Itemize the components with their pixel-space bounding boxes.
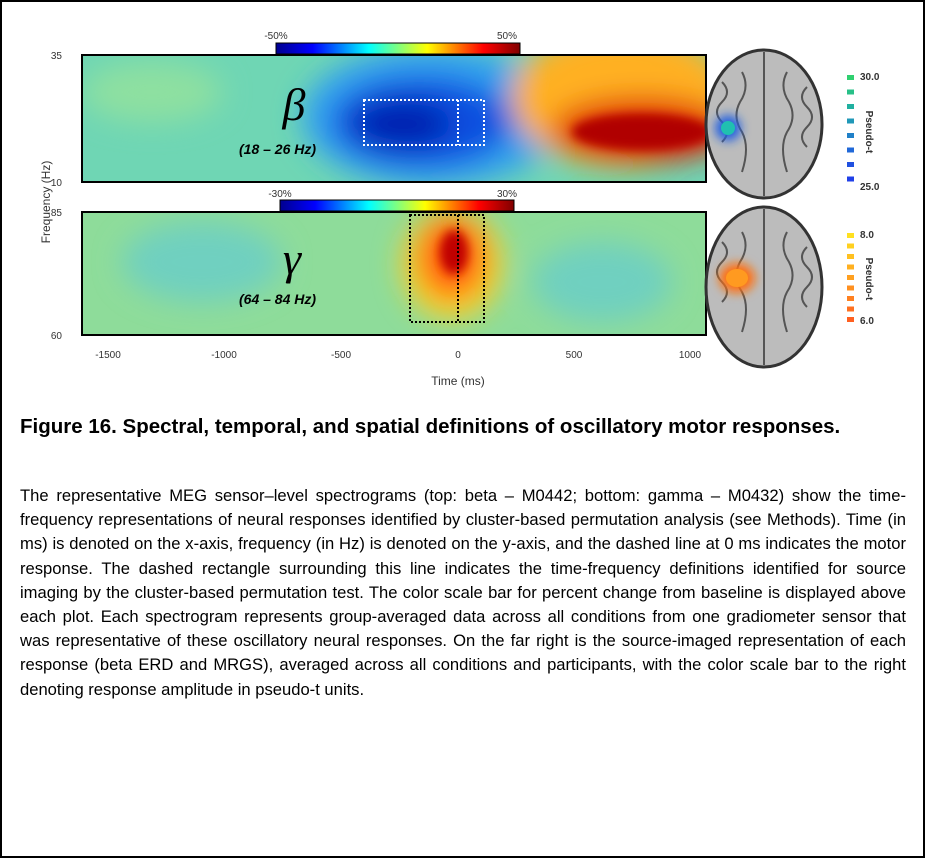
x-tick-label: -500	[331, 350, 351, 361]
colorbar-swatch	[847, 104, 854, 109]
band-range: (18 – 26 Hz)	[239, 141, 316, 157]
x-tick-label: 1000	[679, 350, 702, 361]
x-ticks: -1500 -1000 -500 0 500 1000	[95, 350, 701, 361]
band-range: (64 – 84 Hz)	[239, 291, 316, 307]
y-tick-label: 60	[51, 331, 63, 342]
colorbar-swatch	[847, 133, 854, 138]
colorbar-swatch	[847, 254, 854, 259]
band-symbol: β	[282, 79, 306, 130]
colorbar-swatch	[847, 265, 854, 270]
caption-body: The representative MEG sensor–level spec…	[20, 484, 906, 702]
colorbar-swatch	[847, 119, 854, 124]
brain-colorbar-min: 6.0	[860, 316, 874, 327]
figure: -50% 50% -30% 30% β (18 – 26 Hz) γ (64 –…	[2, 2, 923, 402]
brain-colorbar-min: 25.0	[860, 182, 880, 193]
band-symbol: γ	[283, 233, 303, 284]
colorbar-swatch	[847, 275, 854, 280]
brain-top	[706, 50, 822, 198]
gamma-spectrogram	[82, 209, 706, 335]
caption-title: Figure 16. Spectral, temporal, and spati…	[20, 414, 906, 440]
colorbar-swatch	[847, 296, 854, 301]
colorbar-swatch	[847, 75, 854, 80]
colorbar-swatch	[847, 177, 854, 182]
colorbar-swatch	[847, 90, 854, 95]
x-tick-label: -1000	[211, 350, 237, 361]
colorbar-min: -50%	[264, 31, 287, 42]
y-axis-label: Frequency (Hz)	[39, 161, 53, 244]
brain-colorbar-label: Pseudo-t	[863, 258, 874, 301]
colorbar	[280, 200, 514, 211]
colorbar-swatch	[847, 233, 854, 238]
colorbar-max: 50%	[497, 31, 517, 42]
brain-colorbars	[847, 75, 854, 322]
page: -50% 50% -30% 30% β (18 – 26 Hz) γ (64 –…	[0, 0, 925, 858]
colorbar-swatch	[847, 244, 854, 249]
x-tick-label: -1500	[95, 350, 121, 361]
x-tick-label: 0	[455, 350, 461, 361]
x-tick-label: 500	[566, 350, 583, 361]
brain-colorbar-max: 8.0	[860, 230, 874, 241]
colorbar-swatch	[847, 307, 854, 312]
brain-bottom	[706, 207, 822, 367]
x-axis-label: Time (ms)	[431, 374, 485, 388]
brain-colorbar-max: 30.0	[860, 72, 880, 83]
y-tick-label: 35	[51, 51, 63, 62]
colorbar	[276, 43, 520, 54]
brain-colorbar-label: Pseudo-t	[863, 111, 874, 154]
colorbar-swatch	[847, 148, 854, 153]
colorbar-min: -30%	[268, 189, 291, 200]
colorbar-max: 30%	[497, 189, 517, 200]
colorbar-swatch	[847, 286, 854, 291]
colorbar-swatch	[847, 162, 854, 167]
colorbar-swatch	[847, 317, 854, 322]
